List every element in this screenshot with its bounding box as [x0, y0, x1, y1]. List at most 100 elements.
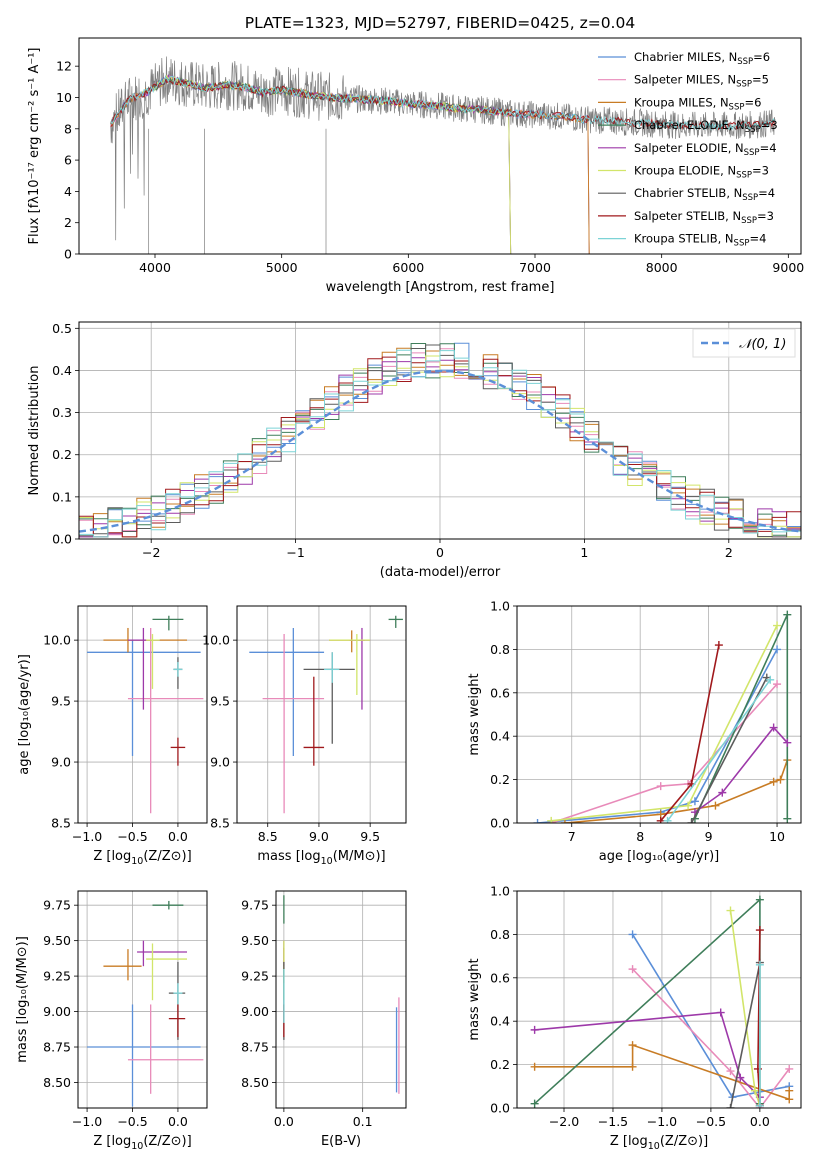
- x-tick-label: 5000: [266, 260, 298, 275]
- y-axis-label: Flux [fλ10⁻¹⁷ erg cm⁻² s⁻¹ A⁻¹]: [27, 48, 42, 245]
- weight-vs-metallicity-panel: −2.0 −1.5 −1.0 −0.5 0.0 0.0 0.2 0.4 0.6 0.8 1.0 Z […: [467, 884, 802, 1152]
- legend-subscript: SSP: [745, 125, 761, 135]
- x-tick-label: 0.0: [750, 1114, 770, 1129]
- age-vs-metallicity-panel: −1.0 −0.5 0.0 8.5 9.0 9.5 10.0 Z [log10(Z/Z⊙)] a…: [17, 605, 208, 867]
- mass-weight-marker: [547, 816, 556, 823]
- x-tick-label: 6000: [392, 260, 424, 275]
- x-tick-label: 8: [636, 829, 644, 844]
- y-tick-label: 8: [64, 121, 72, 136]
- x-tick-label: 9.5: [360, 829, 380, 844]
- x-tick-label: 9: [705, 829, 713, 844]
- x-tick-label: −0.5: [117, 1114, 147, 1129]
- y-tick-label: 0.4: [52, 363, 72, 378]
- mass-weight-marker: [718, 788, 727, 797]
- plot-area: [283, 895, 400, 1094]
- mass-weight-marker: [726, 1104, 735, 1108]
- y-tick-label: 8.75: [241, 1040, 269, 1055]
- axes-frame: [77, 890, 208, 1109]
- legend-entry: Salpeter ELODIE, NSSP=4: [634, 141, 777, 158]
- y-tick-label: 9.50: [241, 933, 269, 948]
- label-part: (Z/Z⊙)]: [143, 849, 191, 864]
- legend-subscript: SSP: [736, 171, 752, 181]
- mass-weight-marker: [755, 960, 764, 969]
- mass-weight-marker: [530, 1062, 539, 1071]
- mass-weight-marker: [628, 1041, 637, 1050]
- y-tick-label: 0.2: [52, 447, 72, 462]
- y-tick-label: 0.2: [490, 772, 510, 787]
- age-vs-mass-panel: 8.5 9.0 9.5 8.5 9.0 9.5 10.0 mass [log10(M/M⊙)]: [202, 605, 407, 867]
- y-tick-label: 0.5: [52, 321, 72, 336]
- legend-text: Kroupa STELIB, N: [634, 232, 734, 246]
- x-tick-label: 0.0: [168, 829, 188, 844]
- mass-vs-metallicity-panel: −1.0 −0.5 0.0 8.50 8.75 9.00 9.25 9.50 9.75 Z [lo…: [15, 890, 208, 1152]
- mass-weight-marker: [785, 1064, 794, 1073]
- plot-area: [79, 342, 801, 538]
- mass-weight-line: [632, 968, 790, 1108]
- mass-weight-marker: [783, 738, 792, 747]
- y-tick-label: 12: [56, 59, 72, 74]
- legend-subscript: SSP: [736, 80, 752, 90]
- legend-subscript: SSP: [742, 193, 758, 203]
- y-tick-label: 1.0: [490, 884, 510, 899]
- legend-subscript: SSP: [729, 102, 745, 112]
- label-part: (Z/Z⊙)]: [660, 1134, 708, 1149]
- legend-text: Chabrier MILES, N: [634, 50, 737, 64]
- x-tick-label: 9.0: [309, 829, 329, 844]
- plot-area: [530, 895, 794, 1108]
- y-axis-label: mass weight: [467, 958, 482, 1040]
- model-spectrum-line: [141, 74, 512, 254]
- mass-weight-marker: [690, 797, 699, 806]
- y-tick-label: 0.6: [490, 970, 510, 985]
- y-tick-label: 9.0: [210, 755, 230, 770]
- x-axis-label: Z [log10(Z/Z⊙)]: [93, 849, 191, 867]
- spectrum-panel: 4000 5000 6000 7000 8000 9000 0 2 4 6 8 10 12 wavelen…: [27, 37, 804, 295]
- label-part: (Z/Z⊙)]: [143, 1134, 191, 1149]
- mass-weight-marker: [530, 1099, 539, 1108]
- mass-weight-marker: [769, 723, 778, 732]
- y-tick-label: 8.50: [43, 1075, 71, 1090]
- label-subscript: 10: [648, 1141, 660, 1152]
- x-axis-label: Z [log10(Z/Z⊙)]: [610, 1134, 708, 1152]
- legend-entry: Chabrier MILES, NSSP=6: [634, 50, 770, 67]
- legend-text: =4: [760, 141, 777, 155]
- x-tick-label: 8.5: [258, 829, 278, 844]
- legend-entry: Chabrier STELIB, NSSP=4: [634, 186, 775, 203]
- mass-weight-line: [534, 1011, 761, 1098]
- x-tick-label: 0.0: [168, 1114, 188, 1129]
- x-axis-label: age [log₁₀(age/yr)]: [599, 849, 720, 864]
- mass-weight-marker: [687, 819, 696, 823]
- mass-weight-marker: [726, 1067, 735, 1076]
- legend-text: =3: [761, 118, 778, 132]
- y-tick-label: 9.75: [241, 898, 269, 913]
- y-tick-label: 9.00: [43, 1004, 71, 1019]
- y-axis-label: mass weight: [467, 673, 482, 755]
- mass-weight-marker: [628, 965, 637, 974]
- model-spectrum-line: [110, 75, 776, 131]
- mass-weight-marker: [684, 801, 693, 810]
- x-tick-label: 7000: [519, 260, 551, 275]
- mass-weight-marker: [773, 645, 782, 654]
- x-tick-label: −2: [142, 545, 160, 560]
- y-tick-label: 9.75: [43, 898, 71, 913]
- y-tick-label: 9.0: [51, 755, 71, 770]
- y-tick-label: 8.5: [51, 816, 71, 831]
- legend-text: Chabrier ELODIE, N: [634, 118, 745, 132]
- mass-weight-marker: [530, 1025, 539, 1034]
- legend-entry: Kroupa STELIB, NSSP=4: [634, 232, 766, 249]
- axes-frame: [516, 890, 802, 1109]
- x-tick-label: 1: [580, 545, 588, 560]
- y-tick-label: 0.4: [490, 729, 510, 744]
- label-part: Z [log: [93, 849, 131, 864]
- y-tick-label: 9.5: [51, 694, 71, 709]
- y-tick-label: 8.50: [241, 1075, 269, 1090]
- axes-frame: [77, 605, 208, 824]
- label-part: mass [log: [257, 849, 320, 864]
- mass-weight-marker: [783, 610, 792, 619]
- y-tick-label: 0.0: [52, 532, 72, 547]
- y-tick-label: 0.1: [52, 489, 72, 504]
- y-tick-label: 0.3: [52, 405, 72, 420]
- model-spectrum-line: [142, 74, 512, 254]
- x-tick-label: −1.5: [598, 1114, 628, 1129]
